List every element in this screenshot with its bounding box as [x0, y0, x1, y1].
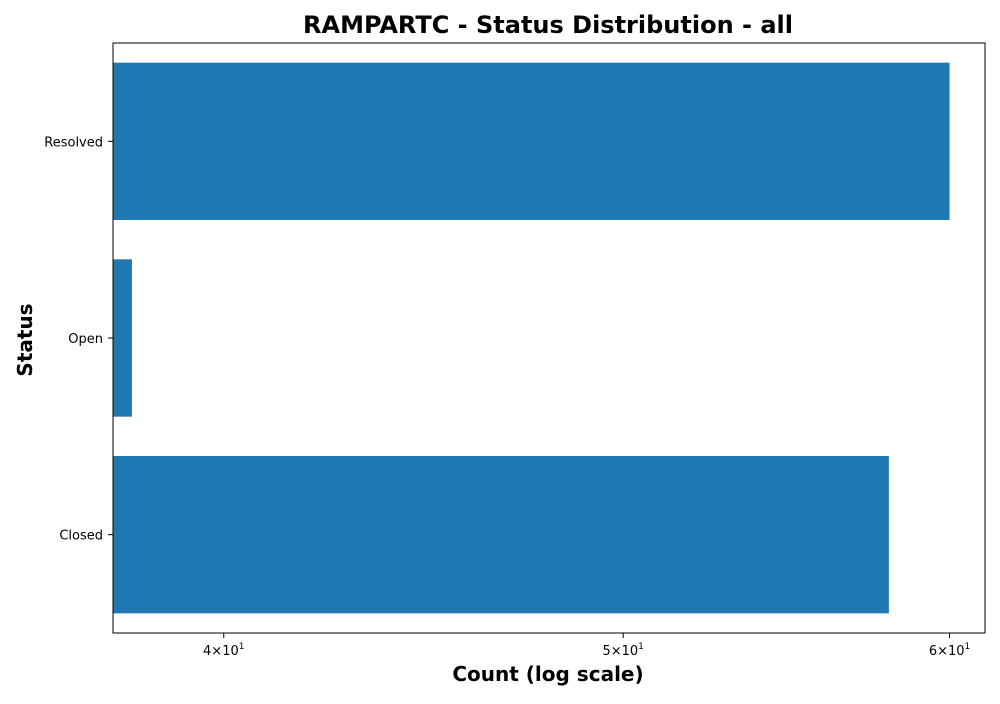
bar-open: [113, 259, 132, 416]
chart-title: RAMPARTC - Status Distribution - all: [303, 11, 793, 39]
bars-group: [113, 63, 950, 614]
y-axis-ticks: Resolved Open Closed: [44, 135, 113, 543]
y-axis-label: Status: [13, 303, 37, 376]
y-tick-label-open: Open: [68, 332, 103, 347]
y-tick-label-resolved: Resolved: [44, 135, 103, 150]
x-tick-label-50: 5×101: [602, 642, 643, 659]
bar-closed: [113, 456, 889, 613]
bar-resolved: [113, 63, 950, 220]
x-tick-label-60: 6×101: [929, 642, 970, 659]
x-tick-label-40: 4×101: [203, 642, 244, 659]
x-axis-ticks: 4×101 5×101 6×101: [203, 633, 970, 659]
y-tick-label-closed: Closed: [59, 529, 103, 544]
x-axis-label: Count (log scale): [452, 662, 643, 686]
